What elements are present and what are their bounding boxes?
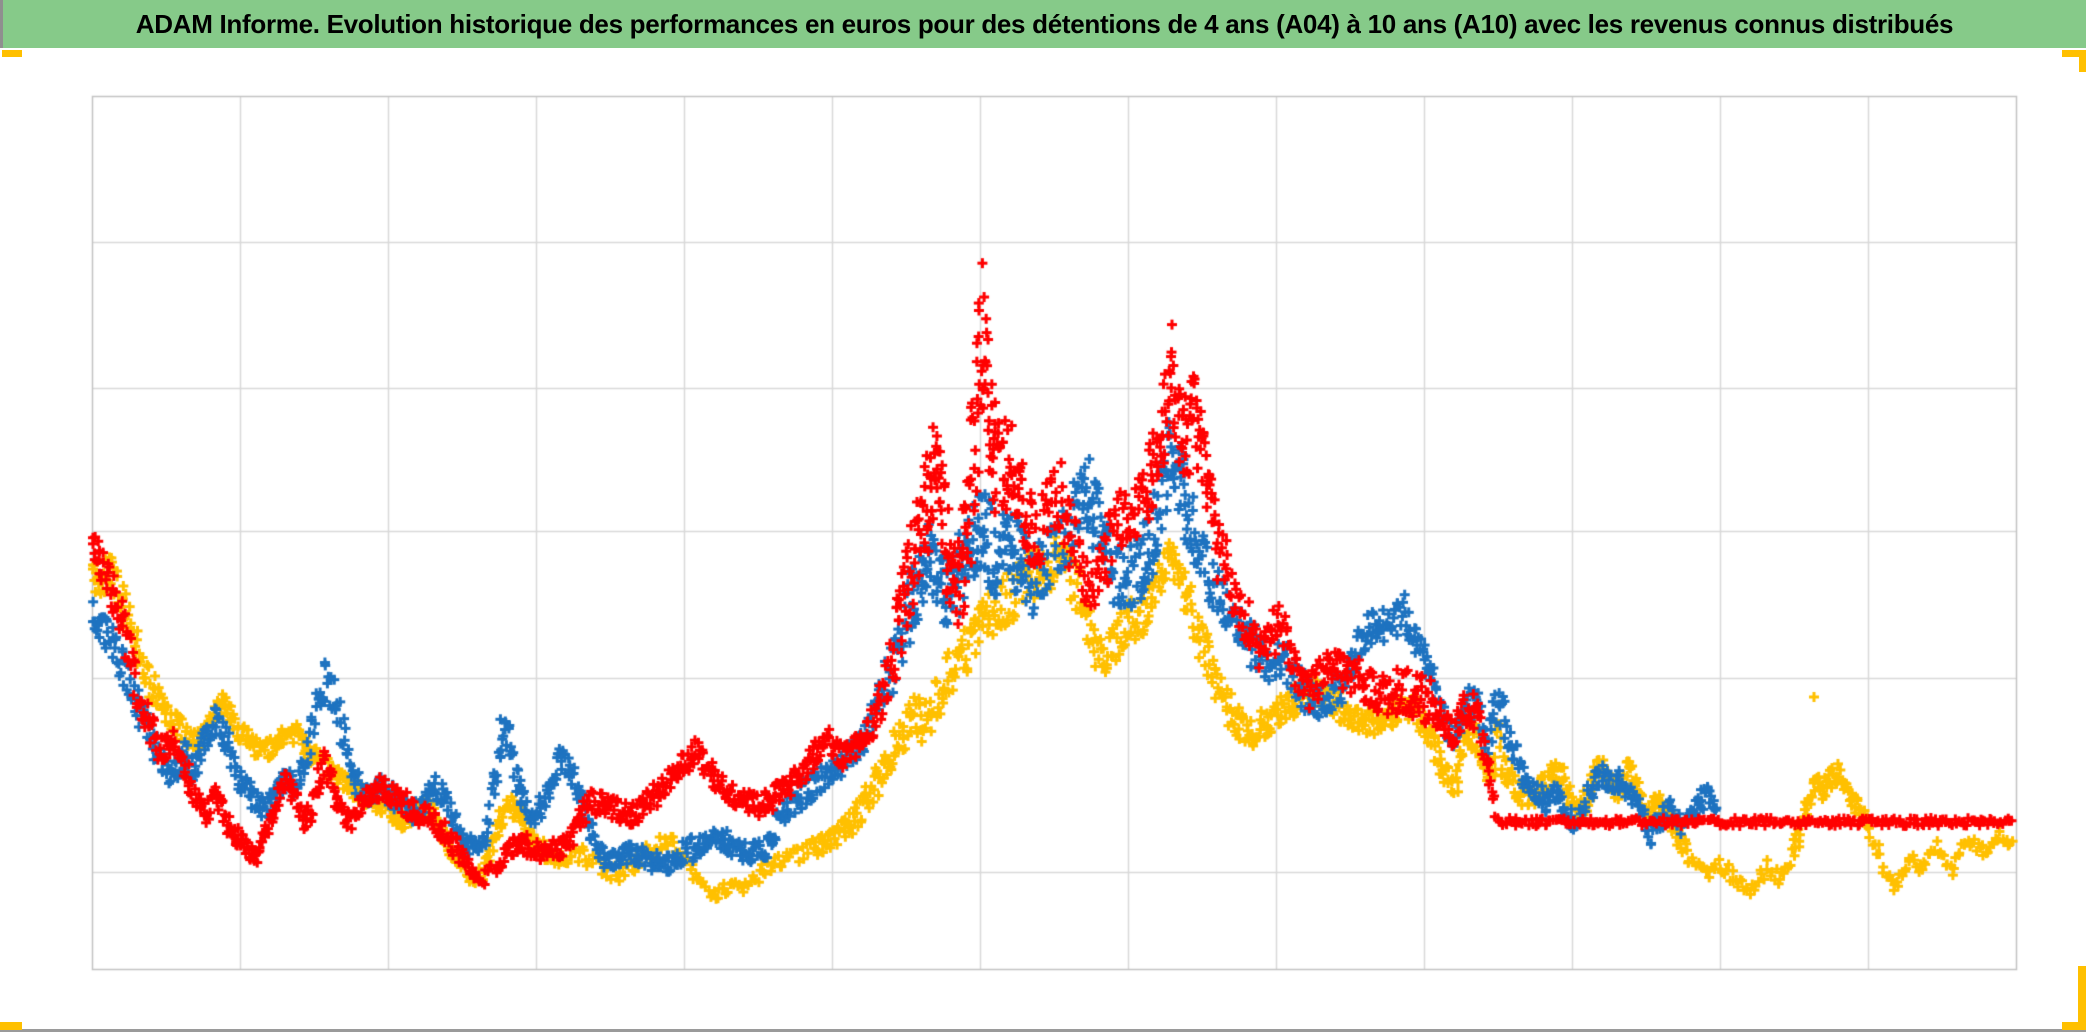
chart-title: ADAM Informe. Evolution historique des p… xyxy=(135,8,1954,39)
bottom-divider-line xyxy=(0,1029,2086,1032)
selection-corner-bottom-right-mark xyxy=(2062,1022,2086,1030)
selection-corner-top-right-mark xyxy=(2062,50,2086,57)
selection-corner-bottom-left-mark xyxy=(0,1022,22,1030)
selection-corner-top-right-mark-v xyxy=(2079,50,2086,72)
selection-corner-bottom-right-mark-v xyxy=(2078,966,2086,1022)
selection-corner-top-left-mark xyxy=(2,50,22,57)
chart-title-bar: ADAM Informe. Evolution historique des p… xyxy=(0,0,2086,48)
